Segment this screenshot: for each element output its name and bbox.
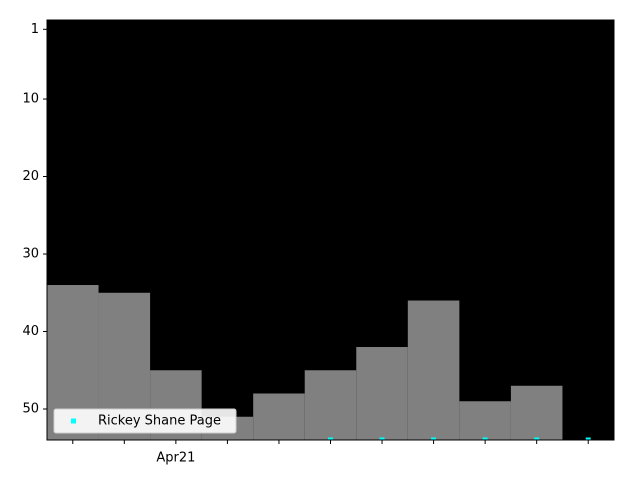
step-bar xyxy=(407,300,460,440)
marker xyxy=(431,437,437,440)
y-tick-label: 50 xyxy=(22,402,39,417)
x-tick-label: Apr21 xyxy=(156,451,195,466)
step-bar xyxy=(304,370,357,440)
step-bar xyxy=(510,385,563,440)
legend: Rickey Shane Page xyxy=(53,408,237,434)
marker xyxy=(379,437,385,440)
marker xyxy=(328,437,333,440)
y-tick-label: 30 xyxy=(22,247,39,262)
step-bar xyxy=(459,401,511,440)
marker xyxy=(585,437,591,440)
legend-box xyxy=(53,408,237,434)
step-bar xyxy=(253,393,305,440)
y-tick-label: 10 xyxy=(22,92,39,107)
legend-marker xyxy=(71,418,76,424)
y-tick-label: 1 xyxy=(31,22,39,37)
y-tick-label: 40 xyxy=(22,324,39,339)
marker xyxy=(482,437,488,440)
axes: 1 10 20 30 40 50 Apr21 Rickey Shane Page xyxy=(22,19,615,466)
y-tick-label: 20 xyxy=(22,169,39,184)
legend-label: Rickey Shane Page xyxy=(98,414,221,429)
step-bar xyxy=(356,347,408,440)
marker xyxy=(534,437,540,440)
